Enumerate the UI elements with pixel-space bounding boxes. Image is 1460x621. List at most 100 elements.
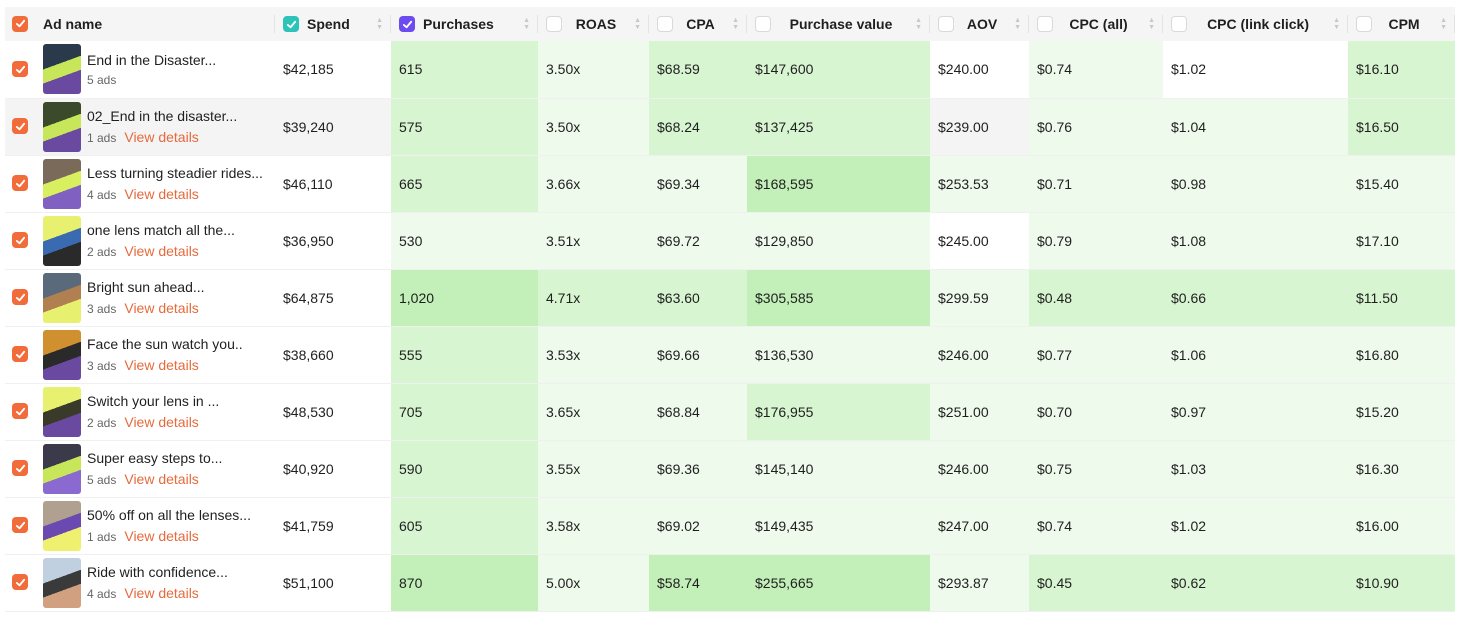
- ad-title[interactable]: 50% off on all the lenses...: [87, 507, 251, 523]
- column-toggle-checkbox[interactable]: [399, 16, 415, 32]
- column-header-ad-name[interactable]: Ad name: [35, 7, 275, 41]
- ad-title[interactable]: Ride with confidence...: [87, 564, 228, 580]
- row-checkbox[interactable]: [12, 346, 28, 363]
- table-row[interactable]: Ride with confidence... 4 ads View details…: [5, 554, 1455, 611]
- ad-thumbnail[interactable]: [43, 443, 81, 494]
- column-header-cpc-all[interactable]: CPC (all) ▲ ▼: [1029, 7, 1163, 41]
- table-row[interactable]: Less turning steadier rides... 4 ads View …: [5, 155, 1455, 212]
- table-row[interactable]: Super easy steps to... 5 ads View details $…: [5, 440, 1455, 497]
- cell-cpc-all: $0.74: [1029, 41, 1163, 98]
- sort-icon[interactable]: ▲ ▼: [1148, 17, 1155, 31]
- column-header-roas[interactable]: ROAS ▲ ▼: [538, 7, 649, 41]
- row-select-cell[interactable]: [5, 41, 35, 98]
- ad-thumbnail[interactable]: [43, 386, 81, 437]
- ad-title[interactable]: Bright sun ahead...: [87, 279, 205, 295]
- ad-thumbnail[interactable]: [43, 272, 81, 323]
- column-header-purchases[interactable]: Purchases ▲ ▼: [391, 7, 538, 41]
- column-toggle-checkbox[interactable]: [546, 16, 562, 32]
- column-header-cpa[interactable]: CPA ▲ ▼: [649, 7, 747, 41]
- view-details-link[interactable]: View details: [124, 414, 199, 430]
- column-toggle-checkbox[interactable]: [657, 16, 673, 32]
- row-checkbox[interactable]: [12, 460, 28, 477]
- row-select-cell[interactable]: [5, 440, 35, 497]
- sort-icon[interactable]: ▲ ▼: [1440, 17, 1447, 31]
- row-select-cell[interactable]: [5, 383, 35, 440]
- sort-icon[interactable]: ▲ ▼: [1014, 17, 1021, 31]
- ad-thumbnail[interactable]: [43, 158, 81, 209]
- column-header-spend[interactable]: Spend ▲ ▼: [275, 7, 391, 41]
- ad-thumbnail[interactable]: [43, 215, 81, 266]
- view-details-link[interactable]: View details: [124, 585, 199, 601]
- column-toggle-checkbox[interactable]: [1356, 16, 1372, 32]
- table-row[interactable]: End in the Disaster... 5 ads $42,185 615 3.5…: [5, 41, 1455, 98]
- column-header-cpc-link[interactable]: CPC (link click) ▲ ▼: [1163, 7, 1348, 41]
- column-header-purchase-value[interactable]: Purchase value ▲ ▼: [747, 7, 930, 41]
- ad-title[interactable]: Less turning steadier rides...: [87, 165, 263, 181]
- column-divider[interactable]: [929, 15, 930, 33]
- row-checkbox[interactable]: [12, 175, 28, 192]
- row-checkbox[interactable]: [12, 403, 28, 420]
- select-all-checkbox[interactable]: [12, 15, 28, 32]
- ad-thumbnail[interactable]: [43, 329, 81, 380]
- row-checkbox[interactable]: [12, 118, 28, 135]
- table-row[interactable]: one lens match all the... 2 ads View detai…: [5, 212, 1455, 269]
- sort-icon[interactable]: ▲ ▼: [376, 17, 383, 31]
- row-select-cell[interactable]: [5, 554, 35, 611]
- table-row[interactable]: Face the sun watch you.. 3 ads View detail…: [5, 326, 1455, 383]
- column-toggle-checkbox[interactable]: [755, 16, 771, 32]
- column-divider[interactable]: [1347, 15, 1348, 33]
- row-select-cell[interactable]: [5, 98, 35, 155]
- row-checkbox[interactable]: [12, 61, 28, 77]
- ad-title[interactable]: End in the Disaster...: [87, 51, 217, 68]
- column-toggle-checkbox[interactable]: [938, 16, 954, 32]
- sort-icon[interactable]: ▲ ▼: [523, 17, 530, 31]
- table-row[interactable]: 50% off on all the lenses... 1 ads View de…: [5, 497, 1455, 554]
- column-divider[interactable]: [1454, 15, 1455, 33]
- row-checkbox[interactable]: [12, 232, 28, 249]
- row-checkbox[interactable]: [12, 574, 28, 591]
- row-select-cell[interactable]: [5, 326, 35, 383]
- ad-title[interactable]: Face the sun watch you..: [87, 336, 243, 352]
- header-select-all[interactable]: [5, 7, 35, 41]
- view-details-link[interactable]: View details: [124, 357, 199, 373]
- ad-title[interactable]: Super easy steps to...: [87, 450, 223, 466]
- column-divider[interactable]: [1028, 15, 1029, 33]
- column-divider[interactable]: [1162, 15, 1163, 33]
- column-toggle-checkbox[interactable]: [283, 16, 299, 32]
- column-divider[interactable]: [274, 15, 275, 33]
- view-details-link[interactable]: View details: [124, 186, 199, 202]
- view-details-link[interactable]: View details: [124, 528, 199, 544]
- row-select-cell[interactable]: [5, 212, 35, 269]
- table-row[interactable]: 02_End in the disaster... 1 ads View detai…: [5, 98, 1455, 155]
- column-header-cpm[interactable]: CPM ▲ ▼: [1348, 7, 1455, 41]
- ad-thumbnail[interactable]: [43, 557, 81, 608]
- column-divider[interactable]: [390, 15, 391, 33]
- view-details-link[interactable]: View details: [124, 471, 199, 487]
- sort-icon[interactable]: ▲ ▼: [1333, 17, 1340, 31]
- column-toggle-checkbox[interactable]: [1037, 16, 1053, 32]
- table-row[interactable]: Bright sun ahead... 3 ads View details $64,…: [5, 269, 1455, 326]
- ad-thumbnail[interactable]: [43, 500, 81, 551]
- row-select-cell[interactable]: [5, 155, 35, 212]
- ad-thumbnail[interactable]: [43, 101, 81, 152]
- column-header-aov[interactable]: AOV ▲ ▼: [930, 7, 1029, 41]
- sort-icon[interactable]: ▲ ▼: [915, 17, 922, 31]
- view-details-link[interactable]: View details: [124, 243, 199, 259]
- row-select-cell[interactable]: [5, 269, 35, 326]
- row-select-cell[interactable]: [5, 497, 35, 554]
- column-divider[interactable]: [648, 15, 649, 33]
- ad-title[interactable]: one lens match all the...: [87, 222, 235, 238]
- row-checkbox[interactable]: [12, 289, 28, 306]
- ad-thumbnail[interactable]: [43, 44, 81, 95]
- table-row[interactable]: Switch your lens in ... 2 ads View details…: [5, 383, 1455, 440]
- ad-title[interactable]: 02_End in the disaster...: [87, 108, 238, 124]
- sort-icon[interactable]: ▲ ▼: [634, 17, 641, 31]
- view-details-link[interactable]: View details: [124, 300, 199, 316]
- ad-title[interactable]: Switch your lens in ...: [87, 393, 220, 409]
- column-toggle-checkbox[interactable]: [1171, 16, 1187, 32]
- view-details-link[interactable]: View details: [124, 129, 199, 145]
- row-checkbox[interactable]: [12, 517, 28, 534]
- column-divider[interactable]: [537, 15, 538, 33]
- column-divider[interactable]: [746, 15, 747, 33]
- sort-icon[interactable]: ▲ ▼: [732, 17, 739, 31]
